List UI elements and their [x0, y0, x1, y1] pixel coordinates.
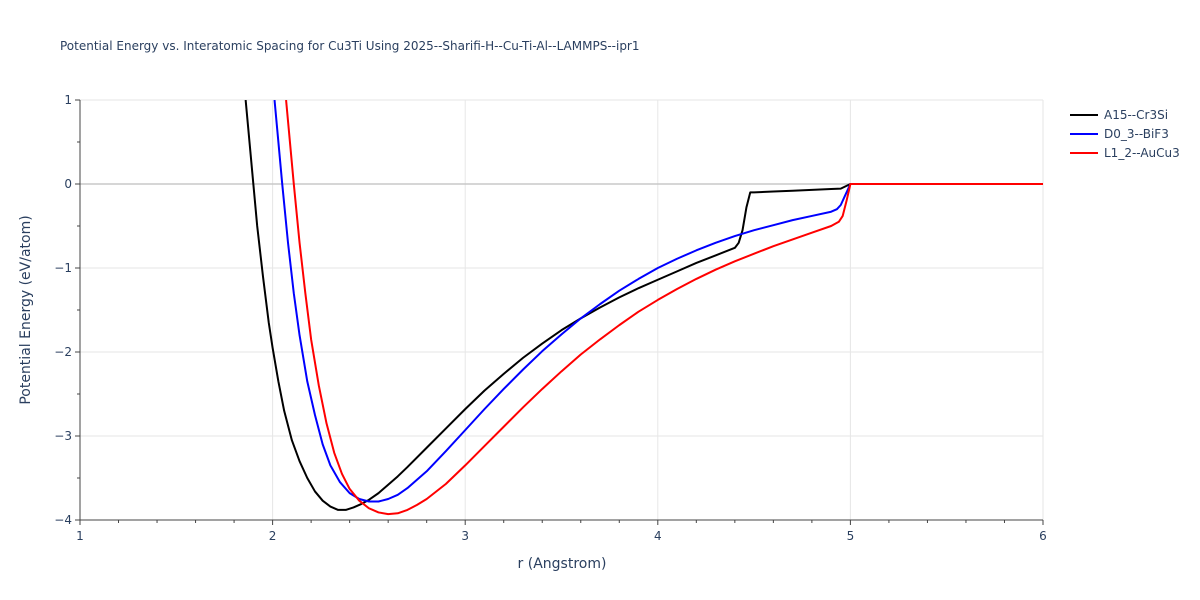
x-tick-label: 4 — [654, 529, 662, 543]
y-tick-label: −2 — [54, 345, 72, 359]
legend-label: A15--Cr3Si — [1104, 108, 1168, 122]
x-tick-label: 5 — [847, 529, 855, 543]
y-tick-labels: 1 0 −1 −2 −3 −4 — [54, 93, 72, 527]
x-tick-label: 1 — [76, 529, 84, 543]
legend-label: L1_2--AuCu3 — [1104, 146, 1180, 160]
y-tick-label: −1 — [54, 261, 72, 275]
x-axis-label: r (Angstrom) — [518, 556, 607, 572]
series-layer — [244, 100, 1043, 516]
series-line-2 — [285, 100, 1043, 516]
y-tick-label: −4 — [54, 513, 72, 527]
x-tick-label: 2 — [269, 529, 277, 543]
series-line-1 — [273, 100, 1043, 503]
legend-label: D0_3--BiF3 — [1104, 127, 1169, 141]
x-tick-label: 3 — [461, 529, 469, 543]
y-axis-label: Potential Energy (eV/atom) — [18, 215, 34, 404]
x-tick-label: 6 — [1039, 529, 1047, 543]
legend: A15--Cr3Si D0_3--BiF3 L1_2--AuCu3 — [1070, 108, 1180, 160]
series-line-0 — [244, 100, 1043, 511]
axes — [75, 99, 1044, 525]
y-tick-label: −3 — [54, 429, 72, 443]
y-tick-label: 0 — [64, 177, 72, 191]
x-tick-labels: 1 2 3 4 5 6 — [76, 529, 1047, 543]
y-tick-label: 1 — [64, 93, 72, 107]
chart-title: Potential Energy vs. Interatomic Spacing… — [60, 39, 640, 53]
grid — [79, 99, 1044, 521]
